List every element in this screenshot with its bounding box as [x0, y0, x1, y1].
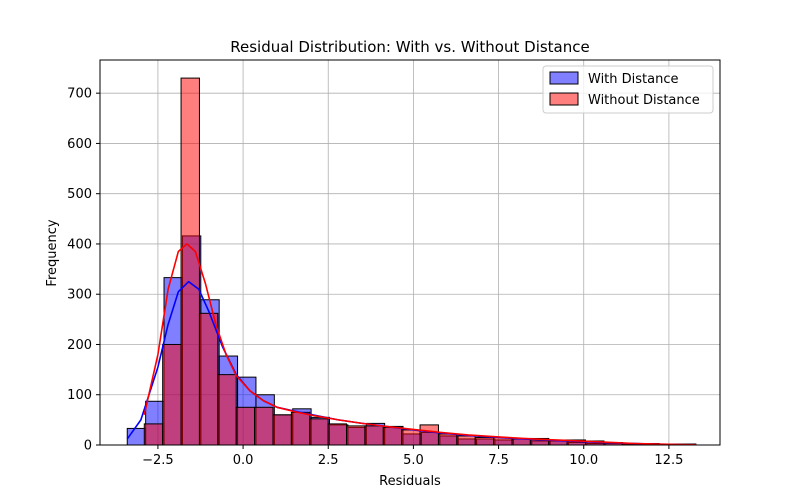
y-tick-label-4: 400	[67, 237, 92, 252]
bar-series-1-bin-0	[143, 423, 164, 446]
bar-series-1-bin-16	[437, 433, 458, 446]
series-without-distance-bars	[143, 77, 697, 446]
legend-swatch-with-distance	[549, 71, 579, 85]
bar-series-1-bin-9	[309, 418, 329, 446]
bar-series-1-bin-14	[401, 429, 421, 446]
bar-series-1-bin-6	[254, 406, 274, 446]
x-tick-label-5: 10.0	[569, 453, 598, 468]
bar-series-1-bin-5	[235, 406, 256, 446]
bar-series-1-bin-17	[456, 435, 476, 446]
bar-series-1-bin-2	[180, 77, 200, 446]
legend-frame	[542, 65, 714, 114]
x-tick-label-6: 12.5	[654, 453, 683, 468]
x-tick-label-0: −2.5	[142, 453, 174, 468]
legend: With Distance Without Distance	[542, 65, 714, 114]
legend-swatch-without-distance	[549, 92, 579, 106]
y-tick-label-1: 100	[67, 388, 92, 403]
bar-series-1-bin-4	[217, 374, 237, 446]
kde-curves	[126, 243, 697, 446]
bar-series-1-bin-3	[198, 312, 219, 446]
bar-series-1-bin-1	[162, 343, 182, 446]
plot-area-frame	[99, 59, 721, 446]
bar-series-1-bin-18	[474, 436, 495, 446]
x-tick-label-1: 0.0	[233, 453, 254, 468]
x-tick-label-2: 2.5	[318, 453, 339, 468]
y-tick-label-5: 500	[67, 187, 92, 202]
y-tick-label-6: 600	[67, 137, 92, 152]
bar-series-0-bin-0	[126, 427, 147, 446]
y-tick-label-7: 700	[67, 87, 92, 102]
y-tick-label-0: 0	[84, 439, 92, 454]
x-axis-title: Residuals	[379, 474, 441, 489]
bar-series-1-bin-13	[382, 426, 403, 446]
grid-lines	[100, 60, 720, 446]
kde-line-series-1	[143, 243, 697, 446]
x-tick-label-3: 5.0	[403, 453, 424, 468]
bar-series-1-bin-12	[364, 425, 384, 446]
x-axis-ticks: −2.5 0.0 2.5 5.0 7.5 10.0 12.5	[142, 445, 683, 468]
bar-series-1-bin-15	[419, 424, 439, 446]
y-axis-ticks: 0 100 200 300 400 500 600 700	[67, 87, 100, 454]
y-tick-label-3: 300	[67, 288, 92, 303]
bar-series-1-bin-11	[346, 425, 366, 446]
bar-series-1-bin-7	[272, 414, 292, 446]
legend-label-without-distance: Without Distance	[588, 93, 700, 108]
bar-series-1-bin-10	[327, 423, 348, 446]
y-tick-label-2: 200	[67, 338, 92, 353]
chart-title: Residual Distribution: With vs. Without …	[230, 38, 589, 56]
legend-label-with-distance: With Distance	[588, 72, 679, 87]
y-axis-title: Frequency	[45, 219, 60, 286]
x-tick-label-4: 7.5	[488, 453, 509, 468]
bar-series-1-bin-8	[290, 411, 311, 446]
